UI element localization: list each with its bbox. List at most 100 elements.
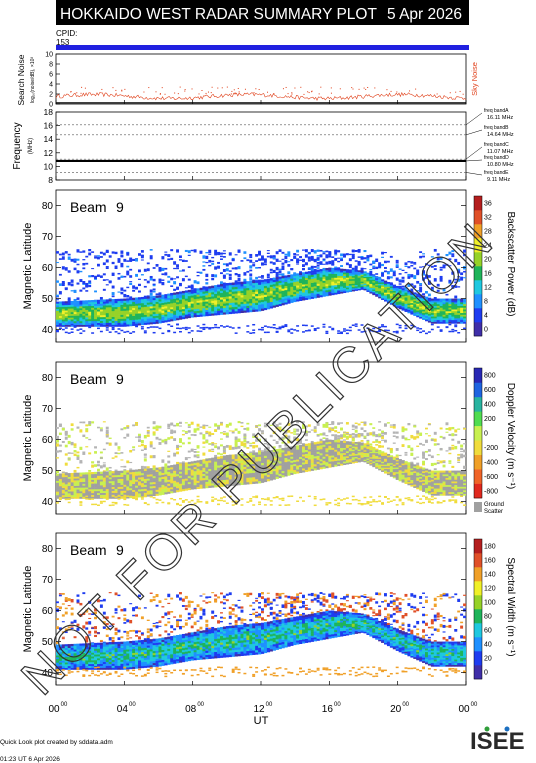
band-cell: [225, 296, 230, 299]
band-cell: [293, 299, 297, 303]
noise-spike: [81, 86, 83, 88]
scatter-cell: [184, 275, 188, 278]
scatter-cell: [64, 287, 68, 290]
band-cell: [132, 307, 136, 310]
band-cell: [164, 316, 168, 319]
band-cell: [272, 300, 276, 304]
band-cell: [384, 287, 388, 290]
scatter-cell: [76, 466, 80, 469]
scatter-cell: [67, 434, 71, 438]
scatter-cell: [70, 279, 74, 283]
band-cell: [266, 457, 271, 460]
band-cell: [190, 461, 194, 464]
band-cell: [161, 492, 165, 495]
band-cell: [255, 470, 259, 473]
band-cell: [211, 296, 215, 299]
band-cell: [187, 487, 192, 491]
band-cell: [278, 467, 282, 470]
band-cell: [56, 475, 60, 478]
scatter-cell: [184, 432, 188, 434]
band-cell: [91, 300, 95, 303]
band-cell: [416, 295, 420, 298]
noise-ylabel-sub: log₁₀(noise/dB), ×10³: [30, 57, 36, 103]
scatter-cell: [322, 432, 326, 436]
band-cell: [70, 324, 74, 327]
scatter-cell: [161, 459, 165, 463]
scatter-cell: [120, 250, 124, 254]
band-cell: [117, 486, 121, 489]
scatter-cell: [220, 258, 223, 260]
scatter-cell: [193, 280, 197, 284]
band-cell: [108, 314, 112, 318]
near-range-cell: [322, 498, 326, 500]
band-cell: [91, 489, 95, 492]
scatter-cell: [422, 266, 425, 268]
band-cell: [375, 280, 379, 283]
band-cell: [61, 489, 66, 492]
band-cell: [246, 455, 250, 458]
band-cell: [307, 291, 312, 294]
band-cell: [319, 288, 323, 292]
band-cell: [316, 289, 320, 292]
band-cell: [343, 284, 347, 287]
band-cell: [70, 302, 74, 305]
scatter-cell: [419, 283, 423, 285]
band-cell: [454, 300, 458, 303]
scatter-cell: [220, 432, 223, 434]
scatter-cell: [422, 270, 425, 274]
band-cell: [261, 456, 265, 459]
band-cell: [372, 276, 376, 279]
scatter-cell: [451, 271, 455, 275]
scatter-cell: [275, 275, 279, 278]
band-cell: [255, 302, 259, 306]
band-cell: [299, 450, 303, 454]
band-cell: [322, 284, 326, 287]
band-cell: [220, 462, 224, 466]
scatter-cell: [202, 265, 206, 267]
band-cell: [410, 312, 414, 315]
near-range-cell: [263, 325, 267, 327]
band-cell: [360, 284, 364, 286]
band-cell: [179, 477, 183, 480]
near-range-cell: [302, 331, 305, 333]
scatter-cell: [422, 253, 425, 255]
scatter-cell: [155, 293, 159, 296]
scatter-cell: [208, 259, 212, 263]
band-cell: [88, 472, 92, 475]
band-cell: [64, 306, 69, 309]
band-cell: [138, 477, 142, 480]
band-cell: [205, 481, 209, 485]
band-cell: [114, 302, 118, 306]
band-cell: [105, 301, 110, 304]
band-cell: [111, 473, 115, 476]
band-cell: [284, 277, 288, 280]
band-cell: [173, 472, 177, 475]
band-cell: [105, 320, 110, 323]
colorbar-segment: [474, 252, 482, 267]
band-cell: [357, 288, 361, 291]
band-cell: [386, 299, 391, 302]
band-cell: [430, 310, 435, 314]
near-range-cell: [105, 327, 109, 329]
band-cell: [307, 285, 312, 288]
band-cell: [337, 277, 341, 280]
scatter-cell: [398, 279, 402, 282]
scatter-cell: [132, 258, 136, 261]
scatter-cell: [105, 426, 109, 430]
scatter-cell: [143, 458, 147, 462]
band-cell: [304, 463, 309, 466]
band-cell: [170, 467, 174, 470]
scatter-cell: [255, 267, 259, 269]
band-cell: [158, 311, 162, 314]
band-cell: [287, 283, 291, 286]
scatter-cell: [187, 430, 191, 433]
band-cell: [378, 283, 382, 286]
band-cell: [296, 291, 300, 294]
scatter-cell: [234, 436, 238, 440]
band-cell: [328, 459, 332, 462]
scatter-cell: [193, 434, 197, 437]
band-cell: [67, 304, 71, 307]
band-cell: [231, 472, 235, 475]
band-cell: [445, 302, 449, 305]
band-cell: [202, 309, 206, 313]
